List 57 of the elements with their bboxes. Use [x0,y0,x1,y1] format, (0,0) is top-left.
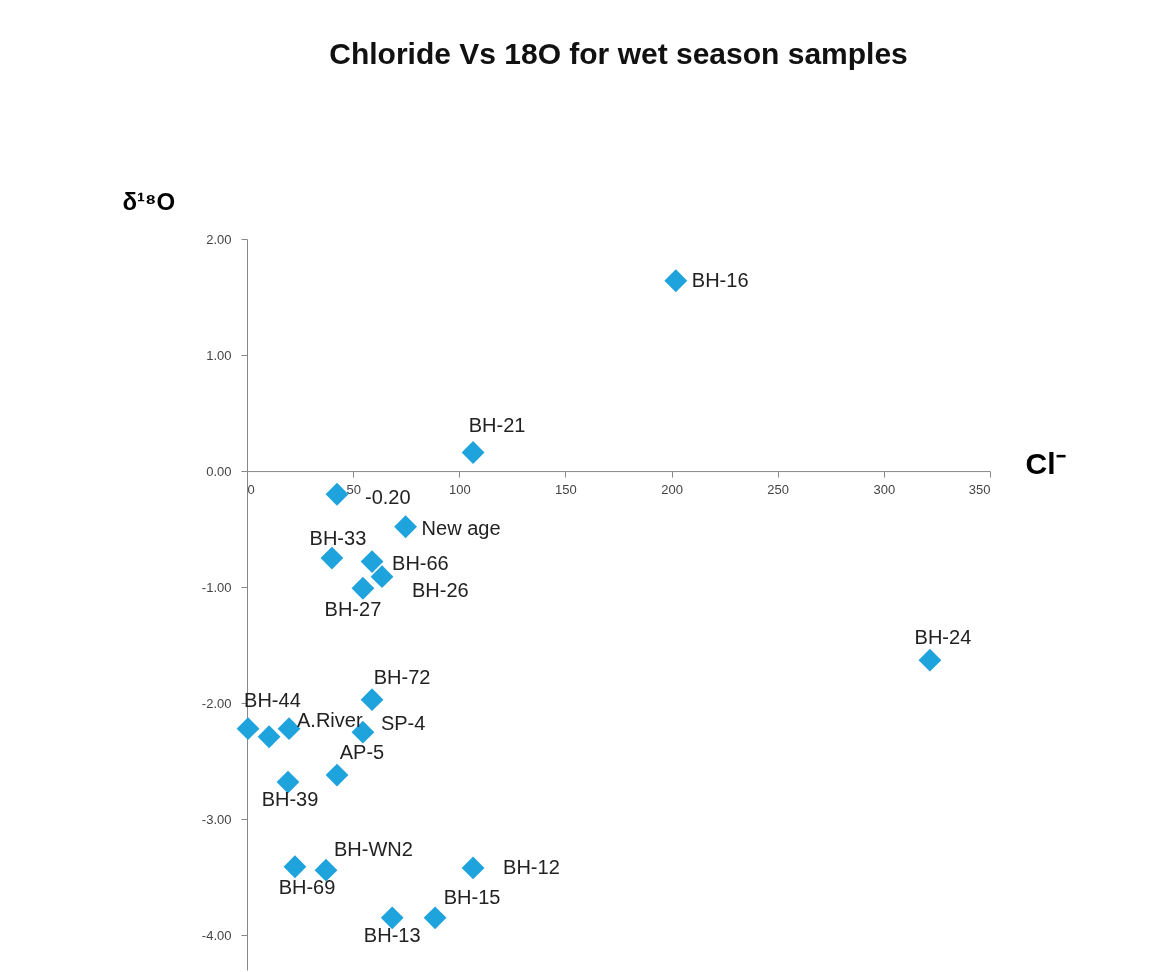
y-tick-label: -2.00 [201,695,232,711]
point [257,725,281,749]
annotation: BH-16 [691,268,749,291]
point [360,550,384,573]
x-tick-label: 350 [968,481,991,497]
point [283,855,307,879]
y-tick-label: 1.00 [206,347,232,363]
annotation: BH-13 [363,923,421,946]
point [325,482,349,506]
y-tick-label: -3.00 [201,811,232,827]
point [325,763,349,787]
point [461,856,485,880]
annotation: BH-66 [392,551,449,574]
point [276,770,300,794]
x-tick-label: 100 [448,481,471,497]
annotation: BH-WN2 [333,838,413,861]
y-tick-label: 0.00 [206,463,232,479]
point [360,688,384,712]
annotation: -0.20 [365,486,411,509]
annotation: BH-26 [412,578,469,601]
point [370,565,394,589]
x-tick-label: 50 [346,481,361,497]
annotation: A.River [297,708,363,731]
point [918,648,942,672]
point [461,441,485,464]
annotation: BH-39 [261,788,319,811]
annotation: SP-4 [380,712,426,735]
x-tick-label: 300 [873,481,896,497]
y-tick-label: -4.00 [201,927,232,943]
y-tick-label: -1.00 [201,579,232,595]
annotation: AP-5 [339,741,385,764]
annotation: BH-33 [309,527,367,550]
annotation: New age [421,516,501,539]
annotation: BH-44 [244,688,301,711]
point [423,906,447,930]
point [394,515,417,539]
annotation: BH-21 [468,414,526,437]
annotation: BH-12 [503,855,560,878]
point [320,546,344,570]
annotation: BH-27 [324,598,382,621]
x-axis-title: Cl⁻ [1025,446,1066,480]
x-tick-label: 250 [767,481,790,497]
annotation: BH-15 [443,885,501,908]
annotation: BH-69 [278,875,336,898]
x-tick-label: 150 [555,481,577,497]
x-tick-label: 200 [661,481,683,497]
annotation: BH-24 [914,626,972,649]
y-axis-title: δ¹⁸O [122,187,176,215]
point [380,906,404,930]
chart-title: Chloride Vs 18O for wet season samples [329,37,908,70]
point [351,576,375,600]
annotation: BH-72 [373,665,431,688]
point [314,858,338,882]
x-tick-label: 0 [247,481,255,497]
point [236,717,260,741]
point [664,269,688,293]
y-tick-label: 2.00 [206,231,232,247]
